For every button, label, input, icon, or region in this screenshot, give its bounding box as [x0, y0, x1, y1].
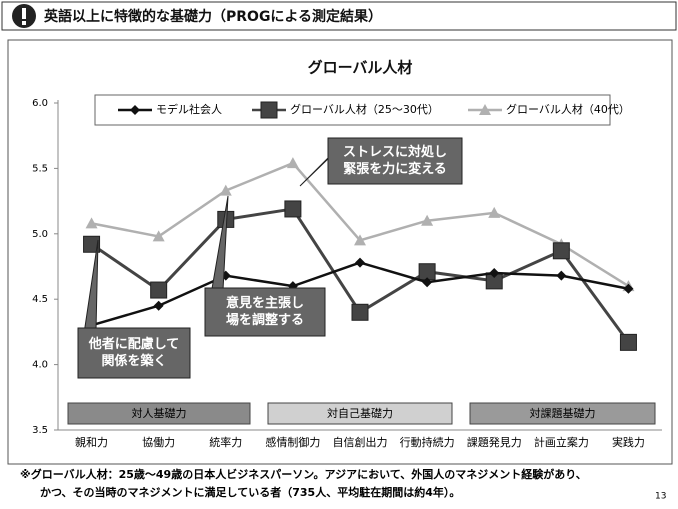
header-title: 英語以上に特徴的な基礎力（PROGによる測定結果） — [43, 8, 382, 25]
x-tick-label: 親和力 — [75, 436, 108, 449]
group-label: 対自己基礎力 — [327, 406, 393, 420]
header-bar — [1, 1, 677, 31]
page-number: 13 — [655, 492, 666, 502]
legend-label: モデル社会人 — [156, 102, 222, 116]
x-tick-label: 感情制御力 — [265, 435, 320, 449]
marker — [152, 230, 165, 242]
y-tick-label: 6.0 — [32, 98, 48, 109]
x-tick-label: 統率力 — [209, 435, 242, 449]
callout-box — [77, 327, 191, 379]
y-tick-label: 4.5 — [32, 294, 48, 305]
callout-text: 場を調整する — [226, 312, 304, 328]
callout-text: 関係を築く — [101, 353, 166, 369]
marker — [619, 333, 637, 351]
callout-box — [204, 287, 326, 337]
y-tick-label: 4.0 — [32, 360, 48, 371]
group-band — [469, 402, 656, 425]
icon-mark — [22, 8, 26, 19]
marker — [479, 104, 491, 115]
marker — [150, 281, 168, 299]
x-tick-label: 自信創出力 — [333, 435, 388, 449]
marker — [130, 105, 140, 115]
marker — [219, 184, 232, 196]
marker — [286, 157, 299, 169]
y-tick-label: 3.5 — [32, 425, 48, 436]
marker — [489, 268, 500, 279]
marker — [153, 300, 164, 311]
footnote: ※グローバル人材：25歳～49歳の日本人ビジネスパーソン。アジアにおいて、外国人… — [20, 467, 587, 481]
marker — [260, 101, 278, 119]
callout-text: 他者に配慮して — [88, 336, 180, 352]
marker — [488, 206, 501, 218]
marker — [85, 217, 98, 229]
callout-text: 意見を主張し — [226, 295, 304, 311]
group-label: 対人基礎力 — [132, 406, 187, 420]
marker — [355, 257, 365, 268]
marker — [284, 200, 302, 218]
marker — [354, 234, 366, 246]
y-tick-label: 5.0 — [32, 229, 48, 240]
icon-dot — [22, 21, 26, 25]
marker — [623, 283, 634, 294]
y-tick-label: 5.5 — [32, 163, 48, 174]
x-tick-label: 課題発見力 — [467, 435, 522, 449]
marker — [421, 214, 434, 226]
x-tick-label: 協働力 — [142, 436, 175, 449]
footnote: かつ、その当時のマネジメントに満足している者（735人、平均駐在期間は約4年）。 — [40, 485, 460, 499]
group-band — [267, 402, 453, 425]
callout-text: ストレスに対処し — [343, 144, 447, 160]
marker — [351, 303, 369, 321]
legend-label: グローバル人材（25～30代） — [290, 102, 439, 116]
group-band — [67, 402, 251, 425]
marker — [83, 235, 101, 253]
marker — [422, 277, 433, 288]
x-tick-label: 実践力 — [612, 435, 645, 449]
marker — [556, 270, 567, 281]
chart-title: グローバル人材 — [308, 59, 413, 77]
callout-text: 緊張を力に変える — [343, 161, 447, 177]
legend-label: グローバル人材（40代） — [506, 102, 630, 116]
marker — [552, 242, 570, 260]
callout-box — [327, 137, 463, 185]
group-label: 対課題基礎力 — [530, 406, 596, 420]
legend-box — [94, 94, 611, 126]
x-tick-label: 計画立案力 — [534, 435, 589, 449]
x-tick-label: 行動持続力 — [400, 435, 455, 449]
